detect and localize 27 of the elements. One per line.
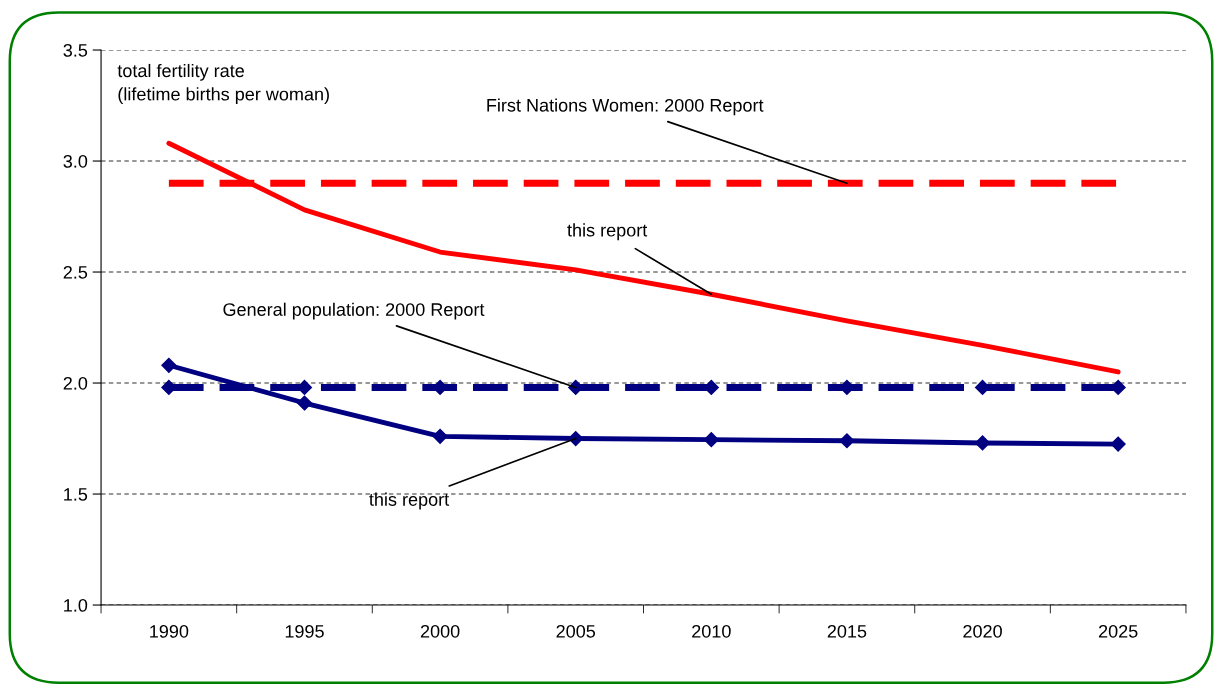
y-axis-title: total fertility rate (lifetime births per woman) — [117, 63, 329, 105]
point — [296, 395, 313, 411]
point — [839, 433, 855, 449]
point — [161, 357, 177, 373]
annotation: First Nations Women: 2000 Report — [487, 98, 764, 116]
x-tick-label: 2000 — [420, 624, 460, 638]
line-series — [166, 140, 1121, 375]
point — [703, 432, 719, 448]
y-tick-label: 1.5 — [64, 488, 88, 501]
annotation: this report — [567, 223, 648, 241]
annotation: this report — [369, 492, 450, 510]
point — [1110, 436, 1126, 452]
point — [432, 428, 448, 444]
x-tick-label: 1995 — [285, 624, 324, 638]
y-tick-label: 3.0 — [63, 154, 88, 168]
annotation: General population: 2000 Report — [223, 302, 485, 320]
y-tick-label: 2.0 — [63, 376, 88, 390]
y-tick-label: 1.0 — [64, 598, 88, 612]
x-tick-label: 2020 — [963, 624, 1002, 638]
y-tick-label: 3.5 — [63, 43, 88, 57]
x-tick-label: 2005 — [556, 624, 596, 638]
y-tick-label: 2.5 — [63, 265, 88, 279]
x-tick-label: 2010 — [692, 624, 731, 638]
x-tick-label: 2025 — [1098, 624, 1138, 638]
point — [974, 435, 991, 451]
x-tick-label: 2015 — [827, 624, 867, 638]
x-tick-label: 1990 — [150, 624, 189, 638]
